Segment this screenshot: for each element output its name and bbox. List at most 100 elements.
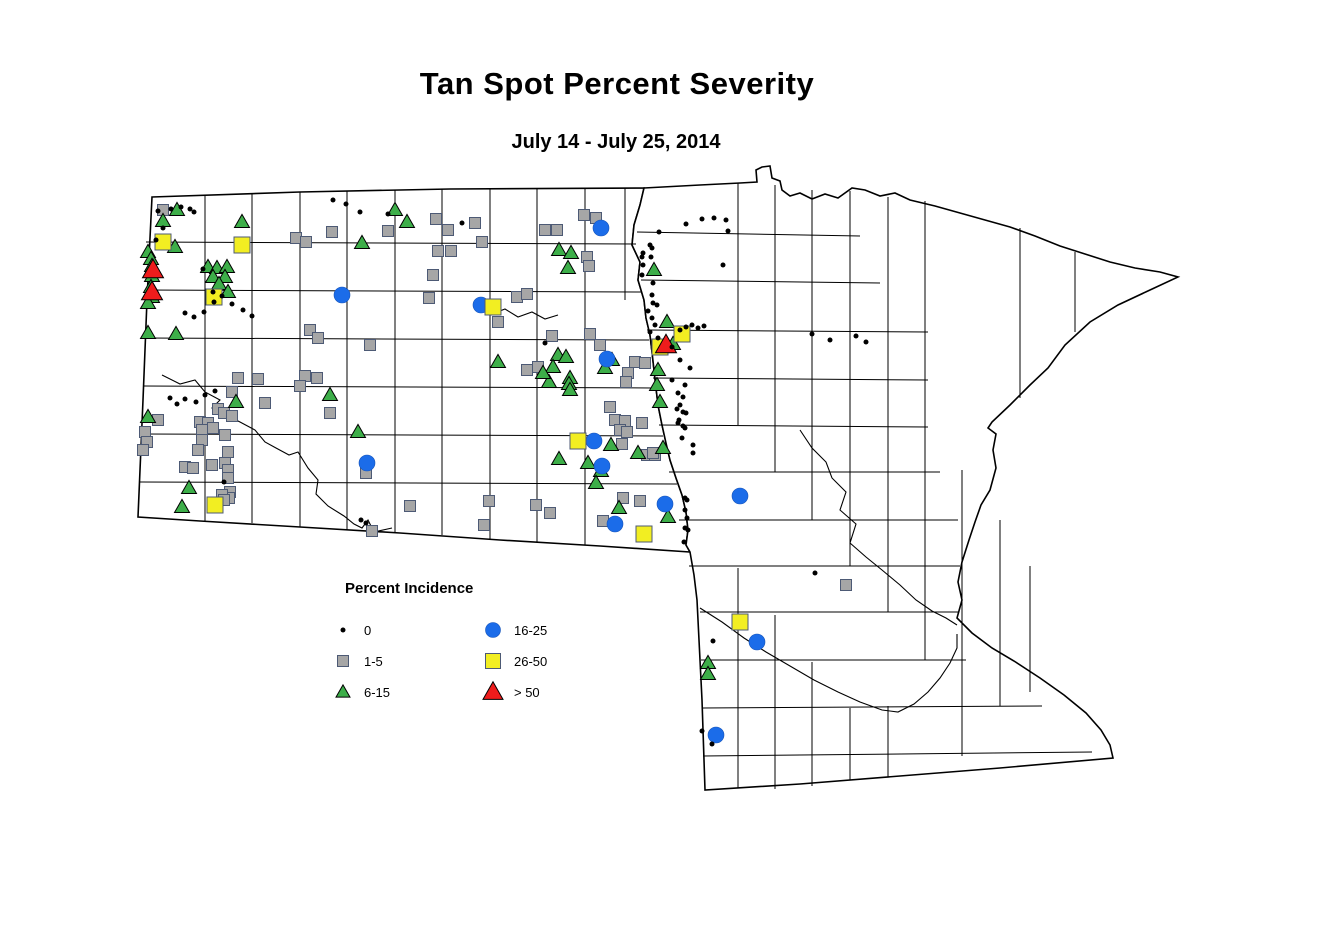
marker-incidence-0 bbox=[680, 423, 686, 429]
legend-glyph-shape bbox=[485, 622, 501, 638]
marker-incidence-1-5 bbox=[382, 225, 394, 237]
marker-incidence-0 bbox=[385, 211, 391, 217]
marker-incidence-0 bbox=[182, 396, 188, 402]
page-title: Tan Spot Percent Severity bbox=[419, 66, 815, 101]
marker-incidence-0 bbox=[212, 388, 218, 394]
marker-incidence-16-25 bbox=[593, 457, 611, 475]
marker-incidence-0 bbox=[155, 208, 161, 214]
marker-incidence-0 bbox=[687, 365, 693, 371]
marker-incidence-0 bbox=[363, 520, 369, 526]
incidence-6-15-triangle-icon bbox=[335, 683, 351, 698]
marker-incidence-0 bbox=[191, 314, 197, 320]
marker-incidence-6-15 bbox=[602, 436, 620, 452]
marker-incidence-1-5 bbox=[366, 525, 378, 537]
marker-incidence-1-5 bbox=[432, 245, 444, 257]
marker-incidence-6-15 bbox=[139, 408, 157, 424]
marker-incidence-6-15 bbox=[659, 508, 677, 524]
map-legend: Percent Incidence 0 1-5 6-15 16-25 26-50… bbox=[330, 580, 660, 707]
marker-incidence-1-5 bbox=[294, 380, 306, 392]
marker-incidence-0 bbox=[650, 300, 656, 306]
marker-incidence-1-5 bbox=[483, 495, 495, 507]
legend-glyph-shape bbox=[337, 655, 349, 667]
marker-incidence-6-15 bbox=[587, 474, 605, 490]
marker-incidence-0 bbox=[679, 435, 685, 441]
mn-county-line bbox=[652, 377, 929, 381]
legend-glyph-shape bbox=[485, 653, 501, 669]
incidence-26-50-square-icon bbox=[485, 653, 501, 669]
marker-incidence-1-5 bbox=[187, 462, 199, 474]
marker-incidence-6-15 bbox=[561, 381, 579, 397]
marker-incidence-0 bbox=[675, 420, 681, 426]
marker-incidence-1-5 bbox=[311, 372, 323, 384]
marker-incidence-1-5 bbox=[469, 217, 481, 229]
marker-incidence-1-5 bbox=[206, 459, 218, 471]
marker-incidence-6-15 bbox=[610, 499, 628, 515]
marker-incidence-6-15 bbox=[233, 213, 251, 229]
legend-label: 26-50 bbox=[514, 653, 548, 669]
marker-incidence-1-5 bbox=[621, 426, 633, 438]
marker-incidence-0 bbox=[640, 250, 646, 256]
marker-incidence-0 bbox=[680, 409, 686, 415]
marker-incidence-26-50 bbox=[569, 432, 587, 450]
marker-incidence-0 bbox=[809, 331, 815, 337]
missouri-river bbox=[161, 374, 393, 533]
marker-incidence-0 bbox=[690, 450, 696, 456]
marker-incidence-1-5 bbox=[604, 401, 616, 413]
legend-glyph-shape bbox=[340, 627, 346, 633]
marker-incidence-6-15 bbox=[216, 268, 234, 284]
marker-incidence-1-5 bbox=[594, 339, 606, 351]
marker-incidence-1-5 bbox=[290, 232, 302, 244]
marker-incidence-16-25 bbox=[707, 726, 725, 744]
marker-incidence-1-5 bbox=[232, 372, 244, 384]
marker-incidence-0 bbox=[710, 638, 716, 644]
marker-incidence-0 bbox=[639, 272, 645, 278]
legend-label: 1-5 bbox=[364, 653, 383, 669]
marker-incidence-1-5 bbox=[445, 245, 457, 257]
marker-incidence-1-5 bbox=[442, 224, 454, 236]
legend-item-gt-50: > 50 bbox=[480, 677, 640, 707]
marker-incidence-6-15 bbox=[544, 358, 562, 374]
marker-incidence-1-5 bbox=[430, 213, 442, 225]
marker-incidence-16-25 bbox=[748, 633, 766, 651]
marker-incidence-6-15 bbox=[227, 393, 245, 409]
marker-incidence-0 bbox=[654, 302, 660, 308]
marker-incidence-0 bbox=[639, 254, 645, 260]
marker-incidence-1-5 bbox=[192, 444, 204, 456]
marker-incidence-0 bbox=[720, 262, 726, 268]
marker-incidence-16-25 bbox=[606, 515, 624, 533]
marker-incidence-0 bbox=[200, 266, 206, 272]
marker-incidence-1-5 bbox=[207, 422, 219, 434]
marker-incidence-0 bbox=[674, 406, 680, 412]
marker-incidence-1-5 bbox=[404, 500, 416, 512]
legend-label: 16-25 bbox=[514, 622, 548, 638]
marker-incidence-16-25 bbox=[598, 350, 616, 368]
minnesota-outline bbox=[631, 165, 1181, 791]
marker-incidence-0 bbox=[649, 315, 655, 321]
marker-incidence-0 bbox=[684, 497, 690, 503]
marker-incidence-1-5 bbox=[521, 364, 533, 376]
marker-incidence-6-15 bbox=[699, 665, 717, 681]
marker-incidence-0 bbox=[853, 333, 859, 339]
marker-incidence-0 bbox=[812, 570, 818, 576]
marker-incidence-6-15 bbox=[550, 450, 568, 466]
legend-item-0: 0 bbox=[330, 615, 480, 645]
marker-incidence-6-15 bbox=[579, 454, 597, 470]
marker-incidence-6-15 bbox=[534, 364, 552, 380]
incidence-0-dot-icon bbox=[340, 627, 346, 633]
marker-incidence-1-5 bbox=[137, 444, 149, 456]
marker-incidence-1-5 bbox=[617, 492, 629, 504]
legend-item-16-25: 16-25 bbox=[480, 615, 640, 645]
legend-glyph-shape bbox=[335, 683, 351, 698]
marker-incidence-1-5 bbox=[583, 260, 595, 272]
marker-incidence-1-5 bbox=[584, 328, 596, 340]
marker-incidence-0 bbox=[649, 245, 655, 251]
marker-incidence-0 bbox=[682, 382, 688, 388]
marker-incidence-0 bbox=[645, 308, 651, 314]
marker-incidence-1-5 bbox=[539, 224, 551, 236]
marker-incidence-0 bbox=[229, 301, 235, 307]
marker-incidence-0 bbox=[542, 340, 548, 346]
marker-incidence-0 bbox=[680, 394, 686, 400]
marker-incidence-0 bbox=[695, 325, 701, 331]
nd-county-line bbox=[145, 241, 637, 245]
marker-incidence-1-5 bbox=[609, 414, 621, 426]
